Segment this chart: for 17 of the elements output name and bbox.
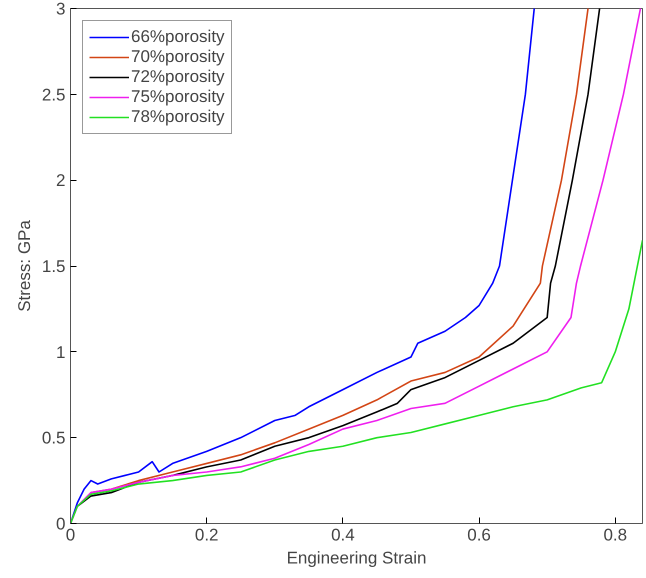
y-tick-label: 0.5 <box>42 428 66 448</box>
legend-label: 70%porosity <box>131 47 225 67</box>
y-tick-label: 2 <box>56 171 66 190</box>
x-tick-label: 0.4 <box>331 526 355 544</box>
x-tick-label: 0.6 <box>467 526 491 544</box>
x-axis-title: Engineering Strain <box>286 548 426 568</box>
legend-label: 75%porosity <box>131 87 225 107</box>
x-tick-label: 0.2 <box>194 526 219 544</box>
y-tick-label: 3 <box>56 0 66 18</box>
y-tick-label: 1 <box>56 342 66 362</box>
y-tick-label: 1.5 <box>42 257 66 276</box>
legend-label: 66%porosity <box>131 27 225 47</box>
y-tick-label: 2.5 <box>42 85 66 104</box>
x-tick-label: 0.8 <box>603 526 628 544</box>
y-axis-title: Stress: GPa <box>14 220 34 312</box>
legend-label: 72%porosity <box>131 67 225 87</box>
legend-label: 78%porosity <box>131 107 225 127</box>
